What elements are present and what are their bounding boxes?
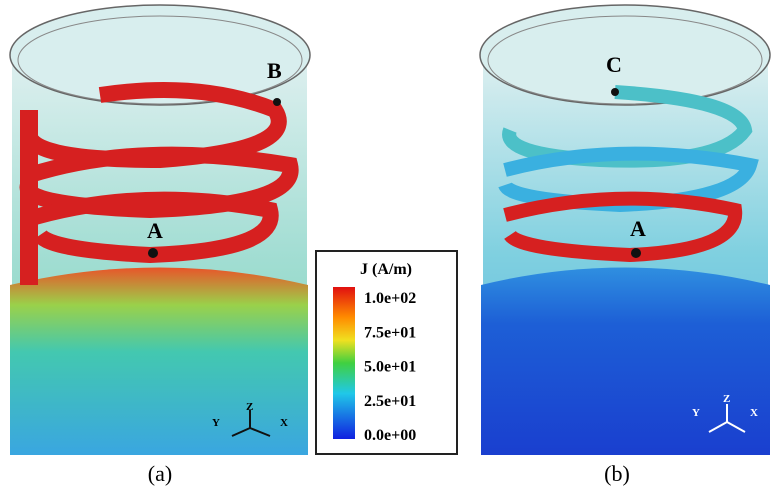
axis-label: X [280, 417, 288, 429]
legend-tick: 7.5e+01 [364, 324, 416, 341]
cylinder-rim [487, 15, 763, 105]
legend-tick: 5.0e+01 [364, 359, 416, 376]
cylinder-rim [17, 15, 303, 105]
point-label: A [630, 216, 646, 241]
conductor [481, 267, 770, 455]
colorbar [333, 287, 355, 439]
axis-triad [708, 404, 746, 433]
cylinder-top [479, 4, 771, 106]
point-dot [273, 98, 281, 106]
helix [498, 85, 759, 263]
legend-tick: 0.0e+00 [364, 427, 416, 444]
caption: (b) [604, 461, 630, 486]
point-label: B [267, 58, 282, 83]
axis-label: X [750, 407, 758, 419]
axis-label: Z [723, 393, 730, 405]
point-label: A [147, 218, 163, 243]
helix [19, 82, 299, 264]
point-dot [631, 248, 641, 258]
axis-label: Z [246, 401, 253, 413]
lead [20, 110, 38, 285]
axis-label: Y [692, 407, 700, 419]
point-dot [611, 88, 619, 96]
legend-tick: 2.5e+01 [364, 393, 416, 410]
legend-tick: 1.0e+02 [364, 290, 416, 307]
axis-triad [231, 410, 271, 437]
caption: (a) [148, 461, 172, 486]
legend-title: J (A/m) [360, 261, 412, 278]
axis-label: Y [212, 417, 220, 429]
cylinder-top [9, 4, 311, 106]
legend: J (A/m) 1.0e+02 7.5e+01 5.0e+01 2.5e+01 0.0e… [315, 250, 458, 455]
panel-a: B A Y Z X (a) [9, 4, 311, 486]
conductor [10, 267, 308, 455]
point-label: C [606, 52, 622, 77]
panel-b: C A Y Z X (b) [479, 4, 771, 486]
point-dot [148, 248, 158, 258]
